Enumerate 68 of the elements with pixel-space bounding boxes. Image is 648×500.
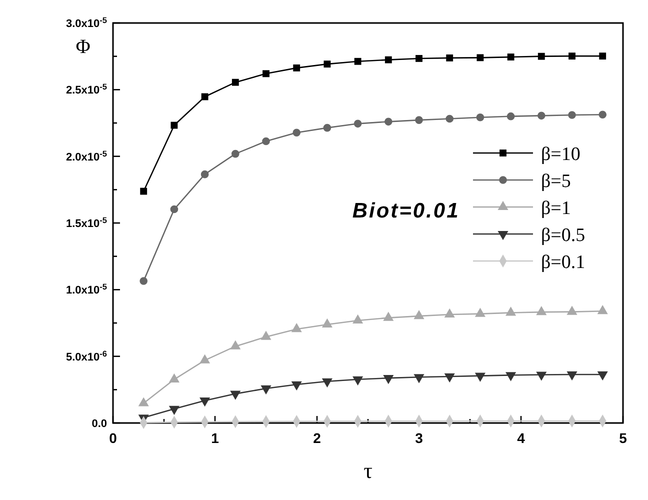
x-tick-label: 2 xyxy=(313,430,322,446)
legend-label: β=10 xyxy=(541,144,580,165)
point xyxy=(260,385,272,395)
point xyxy=(324,60,331,68)
point xyxy=(168,406,180,415)
x-tick-label: 5 xyxy=(619,430,628,446)
y-tick-label: 1.0x10$^{-5}$ xyxy=(66,282,108,297)
point xyxy=(476,54,484,62)
point xyxy=(383,375,394,384)
point xyxy=(293,64,300,72)
point xyxy=(414,374,424,384)
point xyxy=(170,205,178,214)
point xyxy=(322,378,332,388)
point xyxy=(292,128,301,136)
point xyxy=(506,112,515,120)
point xyxy=(384,118,392,126)
point xyxy=(354,120,362,128)
point xyxy=(598,110,607,118)
x-tick-label: 3 xyxy=(415,430,424,446)
annotation: Biot=0.01 xyxy=(352,200,460,223)
point xyxy=(201,93,208,100)
point xyxy=(230,390,241,400)
y-tick-label: 1.5x10$^{-5}$ xyxy=(66,216,108,230)
point xyxy=(232,78,239,86)
point xyxy=(384,56,392,64)
legend-label: β=1 xyxy=(541,198,571,219)
point xyxy=(446,114,454,123)
point xyxy=(140,188,148,195)
point xyxy=(476,114,484,122)
point xyxy=(568,111,576,119)
point xyxy=(323,124,332,132)
point xyxy=(507,54,514,60)
legend-label: β=5 xyxy=(541,171,571,192)
y-tick-label: 2.5x10$^{-5}$ xyxy=(66,82,108,97)
point xyxy=(231,150,240,158)
point xyxy=(568,52,576,60)
y-tick-label: 5.0x10$^{-6}$ xyxy=(66,348,108,364)
x-tick-label: 1 xyxy=(211,430,220,446)
x-tick-label: 4 xyxy=(517,430,526,446)
point xyxy=(597,371,608,381)
point xyxy=(415,116,423,124)
point xyxy=(200,170,209,178)
y-axis-title: Φ xyxy=(76,36,91,58)
x-axis-title: τ xyxy=(364,458,373,483)
point xyxy=(537,112,546,120)
point xyxy=(446,54,454,62)
point xyxy=(262,137,270,146)
point xyxy=(506,372,516,382)
point xyxy=(354,58,362,65)
point xyxy=(538,52,545,60)
y-tick-label: 3.0x10$^{-5}$ xyxy=(66,16,108,30)
point xyxy=(536,372,547,381)
y-tick-label: 2.0x10$^{-5}$ xyxy=(66,148,108,164)
point xyxy=(291,381,302,391)
point xyxy=(416,55,422,62)
point xyxy=(474,372,486,382)
legend-label: β=0.1 xyxy=(541,252,586,273)
point xyxy=(352,376,364,386)
point xyxy=(140,277,148,285)
x-tick-label: 0 xyxy=(109,430,118,446)
point xyxy=(170,122,178,129)
legend-label: β=0.5 xyxy=(541,225,586,246)
y-tick-label: 0.0 xyxy=(92,418,107,430)
point xyxy=(444,373,455,383)
point xyxy=(599,52,606,60)
point xyxy=(200,398,210,407)
point xyxy=(566,371,578,381)
point xyxy=(262,70,270,78)
